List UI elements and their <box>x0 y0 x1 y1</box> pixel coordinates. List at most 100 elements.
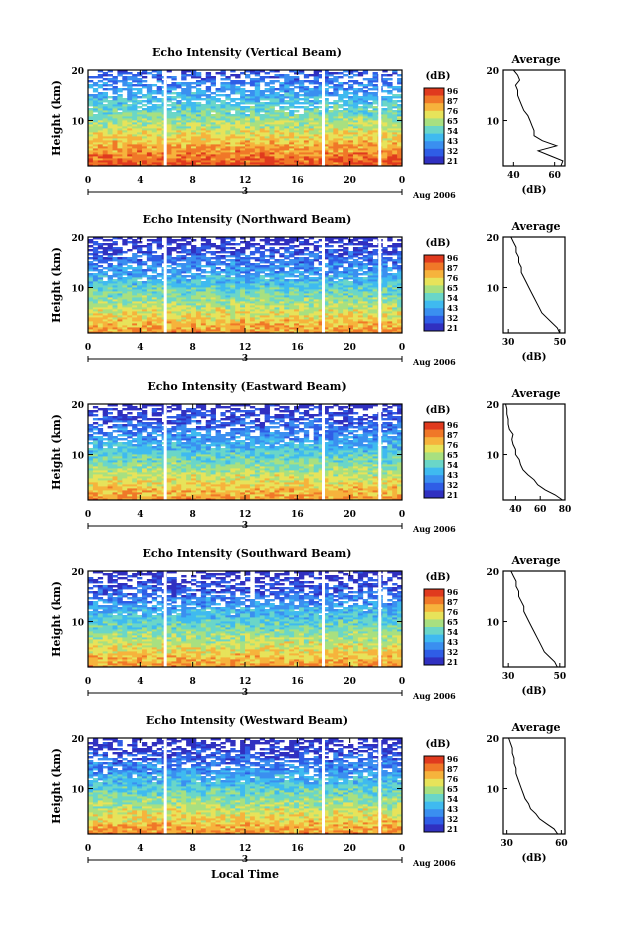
heatmap-cell <box>294 297 300 300</box>
heatmap-cell <box>195 98 202 101</box>
heatmap-cell <box>210 114 216 117</box>
heatmap-cell <box>92 162 99 165</box>
heatmap-cell <box>303 112 310 115</box>
heatmap-cell <box>137 84 143 87</box>
heatmap-cell <box>141 307 148 310</box>
heatmap-cell <box>279 311 285 314</box>
heatmap-cell <box>289 309 295 312</box>
heatmap-cell <box>117 279 123 282</box>
heatmap-cell <box>220 257 226 260</box>
heatmap-cell <box>176 116 182 119</box>
heatmap-cell <box>220 102 226 105</box>
heatmap-cell <box>397 313 403 316</box>
heatmap-cell <box>88 263 94 266</box>
heatmap-cell <box>107 106 113 109</box>
heatmap-cell <box>328 323 334 326</box>
heatmap-cell <box>122 305 128 308</box>
heatmap-cell <box>308 327 315 330</box>
heatmap-cell <box>171 106 177 109</box>
heatmap-cell <box>205 317 212 320</box>
heatmap-cell <box>102 74 109 77</box>
heatmap-cell <box>215 138 221 141</box>
heatmap-cell <box>352 106 359 109</box>
heatmap-cell <box>343 301 349 304</box>
heatmap-cell <box>303 285 310 288</box>
heatmap-cell <box>171 144 177 147</box>
heatmap-cell <box>294 321 300 324</box>
heatmap-cell <box>102 128 109 131</box>
heatmap-cell <box>348 162 354 165</box>
heatmap-cell <box>352 104 359 107</box>
heatmap-cell <box>387 152 393 155</box>
heatmap-cell <box>122 307 128 310</box>
heatmap-cell <box>279 319 285 322</box>
heatmap-cell <box>357 116 364 119</box>
heatmap-cell <box>313 309 319 312</box>
heatmap-cell <box>117 273 123 276</box>
heatmap-cell <box>362 160 369 163</box>
heatmap-cell <box>166 96 172 99</box>
heatmap-cell <box>318 275 324 278</box>
heatmap-cell <box>117 106 123 109</box>
heatmap-cell <box>289 150 295 153</box>
heatmap-cell <box>151 74 158 77</box>
heatmap-cell <box>171 134 177 137</box>
heatmap-cell <box>245 317 251 320</box>
heatmap-cell <box>308 80 315 83</box>
heatmap-cell <box>298 142 305 145</box>
heatmap-cell <box>357 142 364 145</box>
heatmap-cell <box>318 138 324 141</box>
heatmap-cell <box>102 152 109 155</box>
heatmap-cell <box>151 301 158 304</box>
heatmap-cell <box>352 96 359 99</box>
heatmap-cell <box>367 263 373 266</box>
heatmap-cell <box>269 283 275 286</box>
heatmap-cell <box>338 281 344 284</box>
heatmap-cell <box>323 154 329 157</box>
heatmap-cell <box>328 267 334 270</box>
heatmap-cell <box>151 319 158 322</box>
colorbar-frame <box>423 87 445 165</box>
heatmap-cell <box>146 112 153 115</box>
heatmap-cell <box>245 281 251 284</box>
heatmap-cell <box>181 317 187 320</box>
heatmap-cell <box>97 146 104 149</box>
heatmap-cell <box>284 78 290 81</box>
heatmap-cell <box>264 130 270 133</box>
heatmap-cell <box>102 285 109 288</box>
heatmap-cell <box>92 259 99 262</box>
heatmap-cell <box>200 106 207 109</box>
heatmap-cell <box>166 269 172 272</box>
heatmap-cell <box>274 96 280 99</box>
heatmap-cell <box>259 287 266 290</box>
heatmap-cell <box>166 327 172 330</box>
heatmap-cell <box>289 331 295 334</box>
heatmap-cell <box>127 126 133 129</box>
heatmap-cell <box>254 283 261 286</box>
heatmap-cell <box>343 259 349 262</box>
heatmap-cell <box>181 162 187 165</box>
heatmap-cell <box>191 96 197 99</box>
heatmap-cell <box>284 130 290 133</box>
heatmap-cell <box>372 321 378 324</box>
heatmap-cell <box>195 154 202 157</box>
heatmap-cell <box>382 329 388 332</box>
heatmap-cell <box>107 154 113 157</box>
heatmap-cell <box>151 259 158 262</box>
heatmap-cell <box>117 319 123 322</box>
heatmap-cell <box>308 164 315 167</box>
heatmap-cell <box>338 116 344 119</box>
heatmap-cell <box>186 317 192 320</box>
heatmap-cell <box>166 76 172 79</box>
heatmap-cell <box>343 285 349 288</box>
heatmap-cell <box>245 118 251 121</box>
heatmap-cell <box>313 150 319 153</box>
heatmap-cell <box>328 305 334 308</box>
heatmap-cell <box>362 271 369 274</box>
heatmap-cell <box>352 116 359 119</box>
heatmap-cell <box>97 126 104 129</box>
heatmap-cell <box>240 271 246 274</box>
heatmap-cell <box>186 90 192 93</box>
heatmap-cell <box>397 158 403 161</box>
heatmap-cell <box>367 285 373 288</box>
